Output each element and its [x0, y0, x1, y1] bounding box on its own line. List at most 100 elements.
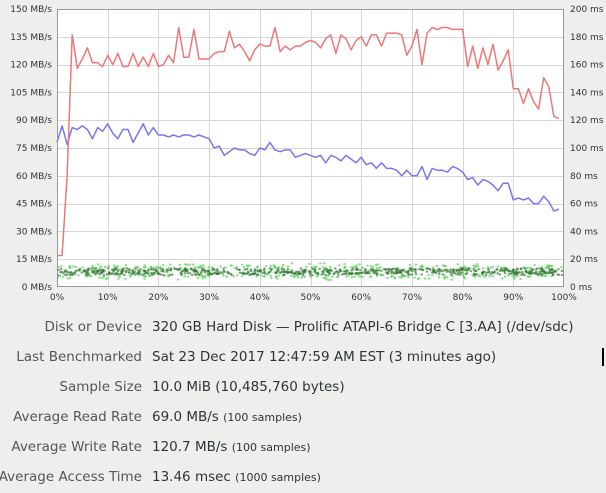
access-time-point	[350, 273, 352, 275]
info-value: 10.0 MiB (10,485,760 bytes)	[152, 372, 345, 402]
access-time-point	[343, 263, 345, 265]
y-left-tick-label: 30 MB/s	[16, 227, 52, 237]
access-time-point	[213, 272, 215, 274]
access-time-point	[257, 266, 259, 268]
access-time-point	[223, 275, 225, 277]
access-time-point	[376, 273, 378, 275]
access-time-point	[465, 273, 467, 275]
access-time-point	[227, 272, 229, 274]
access-time-point	[475, 270, 477, 272]
access-time-point	[321, 271, 323, 273]
access-time-point	[108, 265, 110, 267]
access-time-point	[321, 274, 323, 276]
access-time-point	[94, 272, 96, 274]
access-time-point	[60, 268, 62, 270]
access-time-point	[428, 278, 430, 280]
access-time-point	[87, 271, 89, 273]
y-left-tick-label: 15 MB/s	[16, 255, 52, 265]
access-time-point	[306, 266, 308, 268]
access-time-point	[208, 266, 210, 268]
access-time-point	[432, 266, 434, 268]
info-row-avg-read: Average Read Rate 69.0 MB/s (100 samples…	[0, 402, 606, 432]
access-time-point	[146, 272, 148, 274]
access-time-point	[220, 271, 222, 273]
access-time-point	[87, 267, 89, 269]
access-time-point	[325, 278, 327, 280]
access-time-point	[195, 266, 197, 268]
access-time-point	[359, 269, 361, 271]
access-time-point	[448, 271, 450, 273]
access-time-point	[231, 265, 233, 267]
access-time-point	[135, 266, 137, 268]
access-time-point	[247, 271, 249, 273]
access-time-point	[78, 274, 80, 276]
access-time-point	[65, 269, 67, 271]
access-time-point	[61, 271, 63, 273]
access-time-point	[543, 270, 545, 272]
access-time-point	[202, 276, 204, 278]
access-time-point	[74, 271, 76, 273]
access-time-point	[380, 270, 382, 272]
access-time-point	[451, 279, 453, 281]
x-tick-label: 40%	[250, 293, 270, 303]
access-time-point	[300, 268, 302, 270]
access-time-point	[405, 271, 407, 273]
info-value: Sat 23 Dec 2017 12:47:59 AM EST (3 minut…	[152, 342, 496, 372]
access-time-point	[379, 267, 381, 269]
access-time-point	[504, 276, 506, 278]
access-time-point	[391, 275, 393, 277]
access-time-point	[557, 274, 559, 276]
access-time-point	[236, 274, 238, 276]
access-time-point	[291, 270, 293, 272]
access-time-point	[69, 277, 71, 279]
access-time-point	[203, 269, 205, 271]
access-time-point	[516, 272, 518, 274]
access-time-point	[179, 264, 181, 266]
access-time-point	[414, 277, 416, 279]
access-time-point	[394, 277, 396, 279]
access-time-point	[312, 268, 314, 270]
access-time-point	[177, 279, 179, 281]
access-time-point	[322, 267, 324, 269]
access-time-point	[275, 271, 277, 273]
info-label: Last Benchmarked	[16, 342, 142, 372]
access-time-point	[241, 275, 243, 277]
access-time-point	[560, 266, 562, 268]
access-time-point	[323, 262, 325, 264]
access-time-point	[319, 263, 321, 265]
access-time-point	[312, 274, 314, 276]
access-time-point	[304, 270, 306, 272]
access-time-point	[282, 264, 284, 266]
access-time-point	[122, 268, 124, 270]
access-time-point	[276, 278, 278, 280]
access-time-point	[436, 265, 438, 267]
y-right-tick-label: 20 ms	[570, 255, 598, 265]
access-time-point	[168, 275, 170, 277]
access-time-point	[328, 274, 330, 276]
access-time-point	[270, 277, 272, 279]
access-time-point	[287, 266, 289, 268]
access-time-point	[319, 268, 321, 270]
access-time-point	[551, 268, 553, 270]
access-time-point	[487, 272, 489, 274]
access-time-point	[308, 263, 310, 265]
access-time-point	[508, 271, 510, 273]
sample-count: (100 samples)	[232, 441, 311, 454]
y-right-tick-label: 0 ms	[570, 283, 592, 293]
access-time-point	[125, 271, 127, 273]
access-time-point	[443, 276, 445, 278]
y-right-tick-label: 160 ms	[570, 61, 604, 71]
access-time-point	[490, 273, 492, 275]
access-time-point	[369, 272, 371, 274]
access-time-point	[438, 276, 440, 278]
access-time-point	[364, 269, 366, 271]
access-time-point	[482, 267, 484, 269]
access-time-point	[503, 267, 505, 269]
y-left-tick-label: 135 MB/s	[10, 33, 52, 43]
access-time-point	[243, 266, 245, 268]
access-time-point	[309, 276, 311, 278]
access-time-point	[359, 263, 361, 265]
access-time-point	[548, 267, 550, 269]
access-time-point	[445, 265, 447, 267]
access-time-point	[287, 268, 289, 270]
